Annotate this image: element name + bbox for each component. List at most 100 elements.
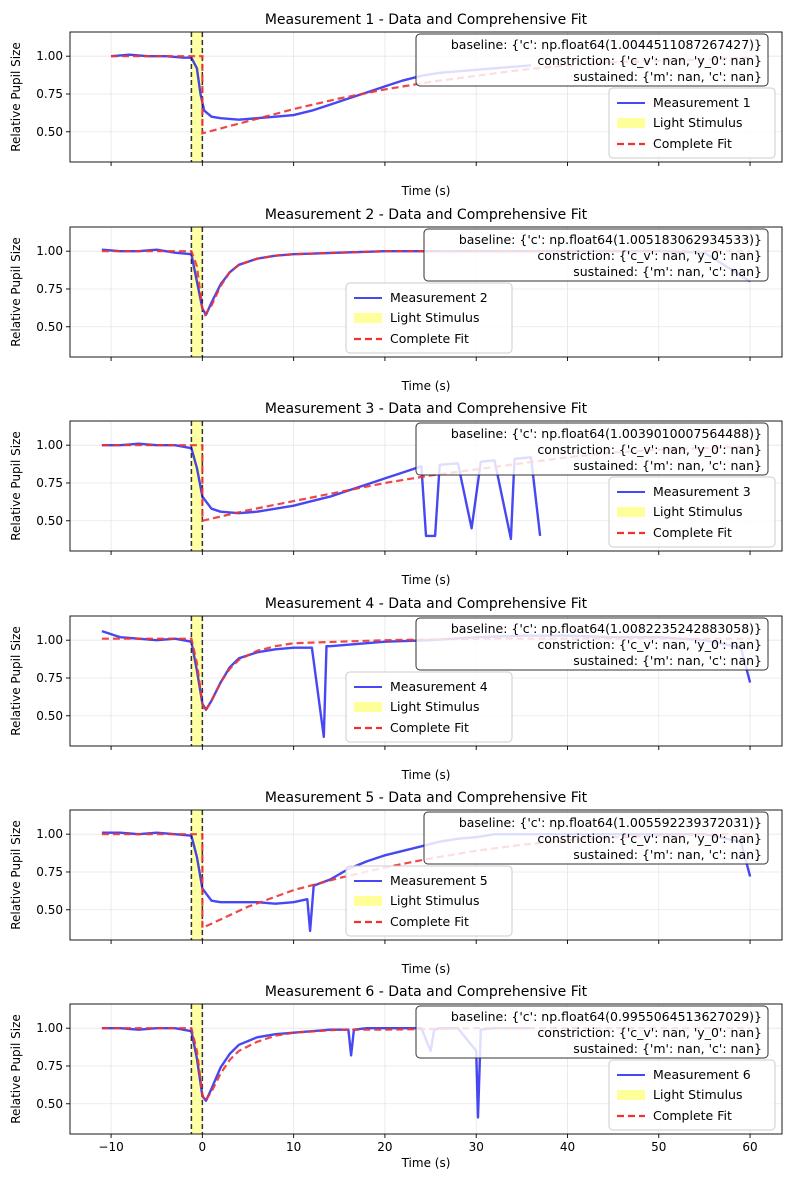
fit-params-box-frame <box>423 228 769 282</box>
fit-param-line: constriction: {'c_v': nan, 'y_0': nan} <box>537 831 762 846</box>
fit-params-box-frame <box>415 422 769 476</box>
fit-param-line: baseline: {'c': np.float64(1.00559223937… <box>459 815 762 830</box>
legend-stimulus-swatch <box>617 118 645 128</box>
subplot-2: 0.50 0.75 1.00 Measurement 2 - Data and Com… <box>9 207 783 393</box>
x-tick-label: 0 <box>199 1140 207 1154</box>
fit-params-box-frame <box>423 811 769 865</box>
subplot-title: Measurement 1 - Data and Comprehensive F… <box>265 12 588 28</box>
x-axis-label: Time (s) <box>401 1156 451 1170</box>
fit-param-line: baseline: {'c': np.float64(1.00518306293… <box>459 232 762 247</box>
legend-label: Complete Fit <box>390 914 469 929</box>
y-axis-label: Relative Pupil Size <box>9 42 23 152</box>
fit-param-line: sustained: {'m': nan, 'c': nan} <box>573 1041 762 1056</box>
subplot-6: −10 0 10 20 30 40 50 60 0.50 0.75 1.00 Measurement … <box>9 984 783 1170</box>
legend-label: Light Stimulus <box>653 1087 742 1102</box>
fit-params-box-frame <box>415 1005 769 1059</box>
legend-label: Measurement 2 <box>390 290 488 305</box>
legend-label: Complete Fit <box>390 331 469 346</box>
legend-label: Measurement 4 <box>390 679 488 694</box>
light-stimulus-band <box>191 227 203 357</box>
light-stimulus-band <box>191 616 203 746</box>
legend: Measurement 4 Light Stimulus Complete Fit <box>345 671 513 743</box>
x-tick-label: 60 <box>742 1140 757 1154</box>
subplot-1: 0.50 0.75 1.00 Measurement 1 - Data and Com… <box>9 12 783 198</box>
x-tick-label: 40 <box>560 1140 575 1154</box>
fit-param-line: constriction: {'c_v': nan, 'y_0': nan} <box>537 248 762 263</box>
fit-param-line: constriction: {'c_v': nan, 'y_0': nan} <box>537 442 762 457</box>
fit-params-box-frame <box>415 617 769 671</box>
y-tick-label: 0.75 <box>36 865 63 879</box>
legend-frame <box>345 865 513 937</box>
fit-series-line <box>101 250 751 317</box>
legend: Measurement 2 Light Stimulus Complete Fit <box>345 282 513 354</box>
y-tick-label: 1.00 <box>36 827 63 841</box>
x-axis-label: Time (s) <box>401 184 451 198</box>
fit-series-line <box>101 444 751 523</box>
fit-param-line: baseline: {'c': np.float64(0.99550645136… <box>451 1009 762 1024</box>
y-tick-label: 1.00 <box>36 438 63 452</box>
x-tick-label: 20 <box>377 1140 392 1154</box>
legend-label: Light Stimulus <box>390 699 479 714</box>
fit-params-box: baseline: {'c': np.float64(1.00559223937… <box>423 811 769 865</box>
x-axis-label: Time (s) <box>401 768 451 782</box>
legend-label: Light Stimulus <box>653 504 742 519</box>
legend-label: Measurement 5 <box>390 873 488 888</box>
y-tick-label: 0.75 <box>36 282 63 296</box>
fit-param-line: sustained: {'m': nan, 'c': nan} <box>573 458 762 473</box>
legend: Measurement 5 Light Stimulus Complete Fit <box>345 865 513 937</box>
legend: Measurement 3 Light Stimulus Complete Fit <box>608 476 776 548</box>
fit-param-line: constriction: {'c_v': nan, 'y_0': nan} <box>537 53 762 68</box>
y-tick-label: 0.75 <box>36 671 63 685</box>
x-tick-label: 10 <box>286 1140 301 1154</box>
legend-frame <box>608 476 776 548</box>
legend-label: Measurement 6 <box>653 1067 751 1082</box>
fit-params-box: baseline: {'c': np.float64(1.00518306293… <box>423 228 769 282</box>
axes-frame <box>69 809 783 941</box>
fit-params-box: baseline: {'c': np.float64(0.99550645136… <box>415 1005 769 1059</box>
legend-label: Light Stimulus <box>390 893 479 908</box>
legend-label: Measurement 3 <box>653 484 751 499</box>
fit-params-box: baseline: {'c': np.float64(1.00445110872… <box>415 33 769 87</box>
axes-frame <box>69 1003 783 1135</box>
fit-params-box-frame <box>415 33 769 87</box>
legend-label: Complete Fit <box>653 136 732 151</box>
legend-frame <box>345 282 513 354</box>
legend-stimulus-swatch <box>617 507 645 517</box>
y-tick-label: 1.00 <box>36 244 63 258</box>
fit-param-line: sustained: {'m': nan, 'c': nan} <box>573 264 762 279</box>
axes-frame <box>69 226 783 358</box>
subplot-3: 0.50 0.75 1.00 Measurement 3 - Data and Com… <box>9 401 783 587</box>
x-axis-label: Time (s) <box>401 962 451 976</box>
fit-param-line: constriction: {'c_v': nan, 'y_0': nan} <box>537 1025 762 1040</box>
y-tick-label: 1.00 <box>36 49 63 63</box>
fit-param-line: constriction: {'c_v': nan, 'y_0': nan} <box>537 637 762 652</box>
legend: Measurement 6 Light Stimulus Complete Fit <box>608 1059 776 1131</box>
y-axis-label: Relative Pupil Size <box>9 431 23 541</box>
legend-label: Complete Fit <box>653 525 732 540</box>
x-axis-label: Time (s) <box>401 573 451 587</box>
fit-params-box: baseline: {'c': np.float64(1.00390100075… <box>415 422 769 476</box>
fit-param-line: sustained: {'m': nan, 'c': nan} <box>573 653 762 668</box>
axes-frame <box>69 31 783 163</box>
y-tick-label: 0.75 <box>36 1059 63 1073</box>
y-tick-label: 0.50 <box>36 514 63 528</box>
y-tick-label: 1.00 <box>36 633 63 647</box>
fit-params-box: baseline: {'c': np.float64(1.00822352428… <box>415 617 769 671</box>
fit-param-line: baseline: {'c': np.float64(1.00822352428… <box>451 621 762 636</box>
light-stimulus-band <box>191 1004 203 1134</box>
y-tick-label: 0.75 <box>36 87 63 101</box>
y-axis-label: Relative Pupil Size <box>9 626 23 736</box>
subplot-title: Measurement 5 - Data and Comprehensive F… <box>265 790 588 806</box>
subplot-title: Measurement 4 - Data and Comprehensive F… <box>265 596 588 612</box>
y-tick-label: 0.50 <box>36 903 63 917</box>
subplot-title: Measurement 2 - Data and Comprehensive F… <box>265 207 588 223</box>
x-tick-label: 50 <box>651 1140 666 1154</box>
axes-frame <box>69 420 783 552</box>
legend-label: Light Stimulus <box>390 310 479 325</box>
legend-label: Complete Fit <box>390 720 469 735</box>
fit-param-line: sustained: {'m': nan, 'c': nan} <box>573 69 762 84</box>
y-tick-label: 1.00 <box>36 1021 63 1035</box>
y-axis-label: Relative Pupil Size <box>9 237 23 347</box>
legend-label: Measurement 1 <box>653 95 751 110</box>
